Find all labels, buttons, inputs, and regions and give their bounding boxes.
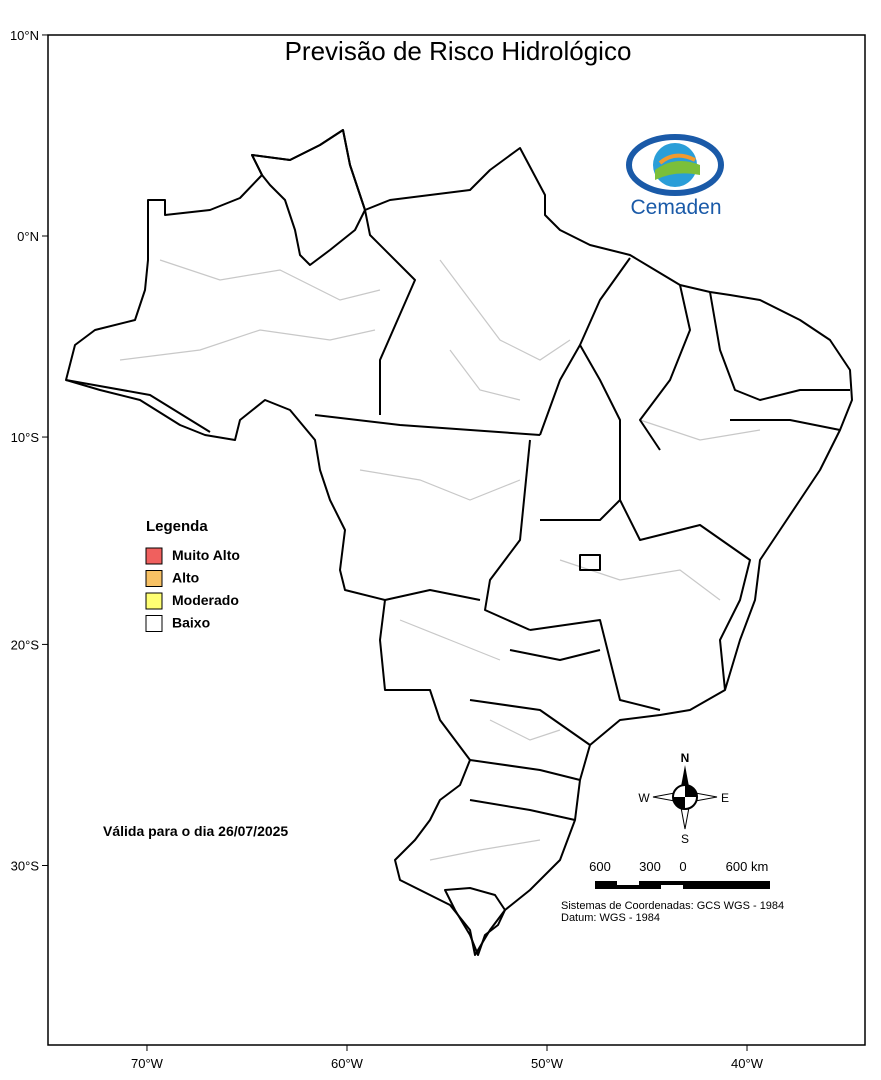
scale-label: 600	[589, 859, 611, 874]
lat-tick-label: 10°N	[10, 28, 39, 43]
lon-tick-label: 70°W	[131, 1056, 164, 1071]
legend-swatch	[145, 592, 163, 610]
state-borders	[65, 209, 850, 821]
map-title: Previsão de Risco Hidrológico	[285, 36, 632, 66]
compass-n: N	[681, 751, 690, 765]
lon-tick-label: 40°W	[731, 1056, 764, 1071]
compass-s: S	[681, 832, 689, 846]
risk-region-roraima	[251, 129, 366, 266]
legend-title: Legenda	[146, 518, 208, 535]
logo-text: Cemaden	[630, 196, 721, 219]
scale-label: 0	[679, 859, 686, 874]
scale-label: 300	[639, 859, 661, 874]
legend-swatch	[145, 570, 163, 587]
risk-region-south	[444, 887, 506, 956]
subdivision-lines	[119, 259, 761, 861]
legend-swatch	[145, 615, 163, 632]
map-frame	[47, 34, 866, 1046]
legend-label: Muito Alto	[172, 547, 240, 563]
compass-e: E	[721, 791, 729, 805]
legend: Legenda Muito Alto Alto Moderado Baixo	[145, 518, 240, 632]
lat-tick-label: 10°S	[11, 430, 40, 445]
legend-label: Moderado	[172, 592, 239, 608]
lat-tick-label: 20°S	[11, 637, 40, 652]
validity-date: Válida para o dia 26/07/2025	[103, 823, 288, 839]
scale-label: 600 km	[726, 859, 769, 874]
scale-bar: 600 300 0 600 km	[589, 859, 770, 889]
lat-tick-label: 30°S	[11, 859, 40, 874]
compass-rose: N E S W	[638, 751, 729, 846]
lon-tick-label: 50°W	[531, 1056, 564, 1071]
legend-label: Baixo	[172, 615, 210, 631]
coordinate-system: Sistemas de Coordenadas: GCS WGS - 1984	[561, 900, 784, 912]
legend-swatch	[145, 547, 163, 565]
datum: Datum: WGS - 1984	[561, 912, 660, 924]
legend-label: Alto	[172, 570, 199, 586]
lon-tick-label: 60°W	[331, 1056, 364, 1071]
logo: Cemaden	[626, 134, 724, 219]
compass-w: W	[638, 791, 650, 805]
lat-tick-label: 0°N	[17, 229, 39, 244]
